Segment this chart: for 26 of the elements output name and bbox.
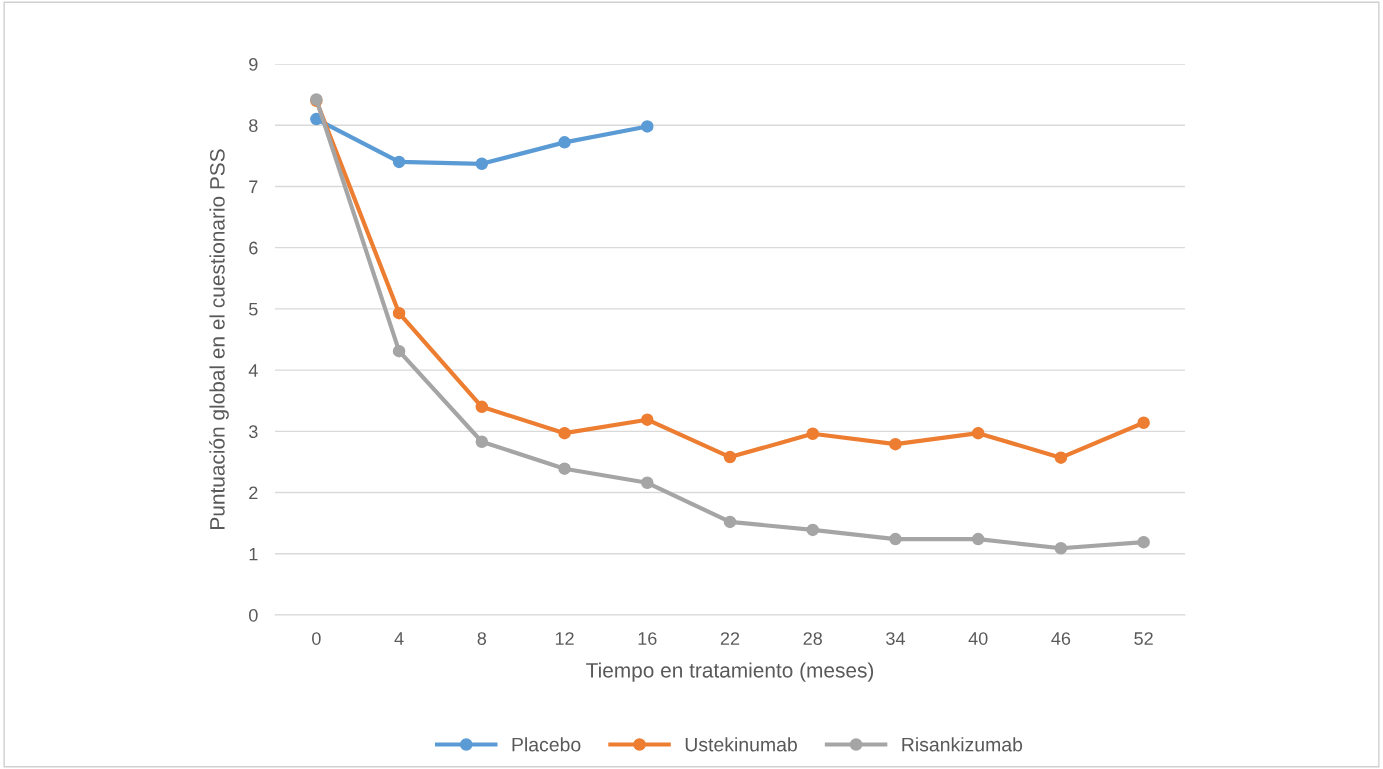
x-axis-title: Tiempo en tratamiento (meses) <box>586 662 874 682</box>
x-tick-label: 8 <box>477 632 487 645</box>
y-tick-label: 0 <box>249 608 258 622</box>
y-tick-label: 4 <box>248 364 258 377</box>
legend-label: Risankizumab <box>902 737 1023 752</box>
y-tick-label: 3 <box>248 425 258 439</box>
x-tick-label: 12 <box>555 632 574 645</box>
y-tick-label: 8 <box>249 119 258 132</box>
x-tick-label: 4 <box>394 632 404 645</box>
y-tick-label: 7 <box>249 180 258 193</box>
legend-label: Placebo <box>512 737 581 752</box>
y-axis-title: Puntuación global en el cuestionario PSS <box>209 149 229 529</box>
y-tick-label: 5 <box>249 303 258 316</box>
y-tick-label: 6 <box>249 241 258 255</box>
x-tick-label: 52 <box>1134 632 1153 645</box>
x-tick-label: 22 <box>720 632 740 645</box>
x-tick-label: 46 <box>1051 632 1071 645</box>
x-tick-label: 0 <box>312 632 321 645</box>
x-tick-label: 34 <box>886 632 905 645</box>
y-tick-label: 2 <box>249 486 258 500</box>
x-tick-label: 40 <box>968 632 988 645</box>
x-tick-label: 28 <box>803 632 822 645</box>
legend-label: Ustekinumab <box>685 737 797 752</box>
y-tick-label: 9 <box>249 57 258 71</box>
y-tick-label: 1 <box>249 547 258 561</box>
x-tick-label: 16 <box>638 632 657 645</box>
